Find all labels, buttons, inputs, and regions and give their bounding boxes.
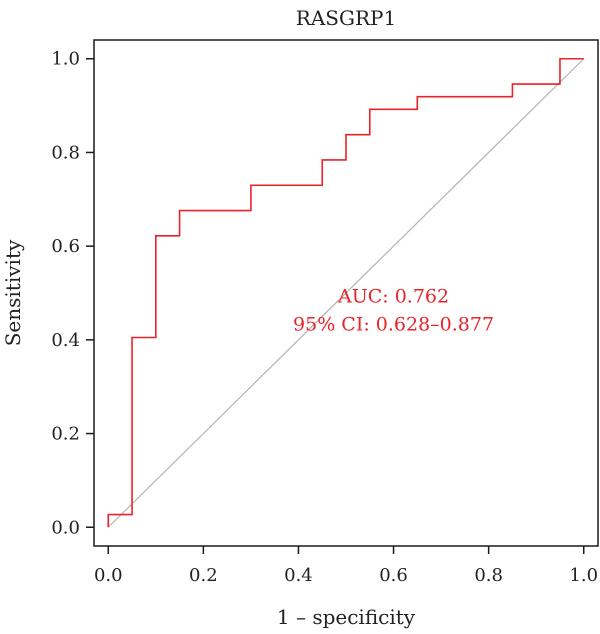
x-tick-label: 0.6 [379,565,408,586]
x-tick-label: 0.8 [474,565,503,586]
x-axis-ticks: 0.0 0.2 0.4 0.6 0.8 1.0 [94,546,598,586]
y-tick-label: 1.0 [51,49,80,70]
y-tick-label: 0.8 [51,142,80,163]
chart-annotations: AUC: 0.762 95% CI: 0.628–0.877 [293,285,494,335]
roc-curve [107,57,584,528]
plot-frame [93,39,599,547]
x-tick-label: 0.0 [94,565,123,586]
y-tick-label: 0.2 [51,424,80,445]
y-tick-label: 0.4 [51,330,80,351]
y-axis-ticks: 0.0 0.2 0.4 0.6 0.8 1.0 [51,49,94,538]
chart-title: RASGRP1 [296,6,396,30]
y-tick-label: 0.0 [51,517,80,538]
x-tick-label: 1.0 [569,565,598,586]
reference-diagonal [107,58,585,528]
auc-annotation: AUC: 0.762 [337,285,449,307]
x-tick-label: 0.2 [189,565,218,586]
y-tick-label: 0.6 [51,236,80,257]
x-axis-label: 1 – specificity [277,605,416,629]
y-axis-label: Sensitivity [1,239,25,346]
ci-annotation: 95% CI: 0.628–0.877 [293,313,494,335]
x-tick-label: 0.4 [284,565,313,586]
